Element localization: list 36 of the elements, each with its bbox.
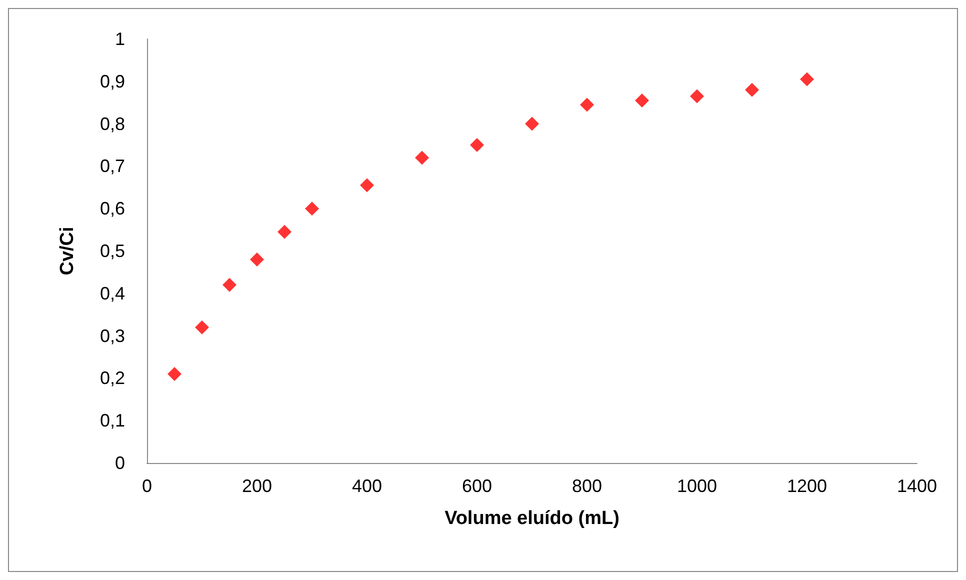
x-tick-label: 1000 — [676, 476, 718, 496]
x-tick-label: 600 — [462, 476, 492, 496]
point — [525, 116, 539, 131]
x-tick-label: 200 — [242, 476, 272, 496]
point — [222, 278, 236, 292]
y-tick-label: 0,9 — [100, 71, 125, 92]
y-tick-label: 0,7 — [100, 156, 125, 176]
x-tick-label: 1200 — [786, 476, 828, 496]
y-tick-label: 1 — [114, 29, 125, 49]
y-tick-label: 0,1 — [100, 410, 125, 431]
point — [635, 93, 649, 108]
point — [800, 72, 814, 86]
point — [305, 202, 319, 216]
y-tick-label: 0,2 — [100, 368, 125, 388]
point — [278, 224, 292, 239]
y-tick-label: 0,3 — [100, 326, 125, 346]
y-tick-label: 0,6 — [100, 198, 125, 219]
point — [168, 366, 182, 381]
point — [580, 98, 594, 112]
x-tick-label: 800 — [572, 476, 602, 496]
point — [415, 150, 429, 165]
y-tick-label: 0,4 — [100, 283, 125, 304]
x-axis-title: Volume eluído (mL) — [444, 508, 620, 529]
y-tick-label: 0,8 — [100, 114, 125, 134]
point — [690, 89, 704, 104]
point — [195, 320, 209, 334]
x-tick-label: 400 — [352, 476, 382, 496]
x-tick-label: 1400 — [896, 476, 938, 496]
point — [360, 178, 374, 192]
y-tick-label: 0 — [114, 453, 125, 473]
x-tick-label: 0 — [142, 476, 152, 496]
point — [250, 252, 264, 266]
y-axis-title: Cv/Ci — [57, 226, 78, 276]
y-tick-label: 0,5 — [100, 241, 125, 261]
point — [745, 82, 759, 97]
point — [470, 138, 484, 152]
